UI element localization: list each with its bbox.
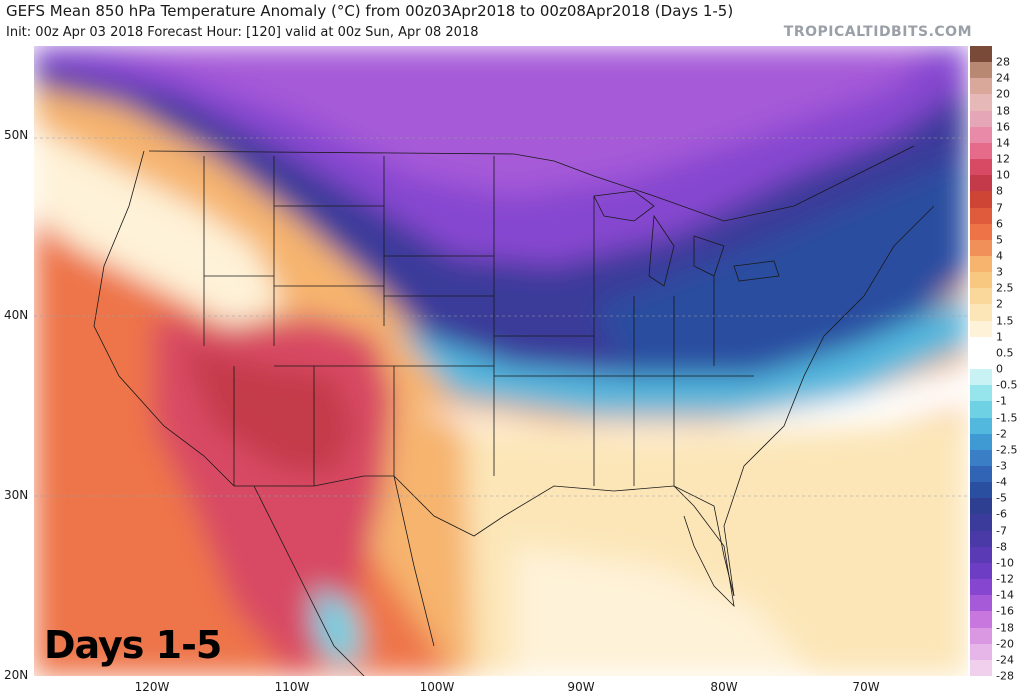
colorbar-label: -20 [996,637,1014,651]
colorbar-label: 28 [996,55,1010,69]
map-header: GEFS Mean 850 hPa Temperature Anomaly (°… [0,0,1024,46]
colorbar-label: 5 [996,233,1003,247]
colorbar-cell [970,142,992,160]
colorbar-label: 12 [996,152,1010,166]
colorbar [970,46,992,677]
colorbar-label: -18 [996,621,1014,635]
state-borders [93,145,935,676]
colorbar-cell [970,433,992,451]
anomaly-shading [34,46,968,676]
colorbar-label: 16 [996,120,1010,134]
colorbar-cell [970,207,992,225]
colorbar-cell [970,369,992,386]
colorbar-cell [970,256,992,273]
colorbar-cell [970,336,992,354]
anomaly-map [34,46,968,676]
lon-label-110w: 110W [274,680,310,694]
colorbar-cell [970,78,992,95]
colorbar-cell [970,94,992,112]
colorbar-label: -2 [996,427,1007,441]
colorbar-cell [970,288,992,305]
colorbar-cell [970,482,992,499]
lat-label-30n: 30N [4,488,29,502]
colorbar-label: -4 [996,475,1007,489]
colorbar-label: 0 [996,362,1003,376]
colorbar-label: 1 [996,330,1003,344]
colorbar-cell [970,320,992,338]
colorbar-label: 2.5 [996,281,1014,295]
colorbar-label: 8 [996,184,1003,198]
colorbar-label: -14 [996,588,1014,602]
colorbar-cell [970,466,992,483]
colorbar-cell [970,449,992,467]
colorbar-label: -6 [996,507,1007,521]
colorbar-cell [970,659,992,677]
colorbar-label: -7 [996,524,1007,538]
colorbar-label: 24 [996,71,1010,85]
colorbar-cell [970,304,992,322]
colorbar-label: 20 [996,87,1010,101]
colorbar-label: -16 [996,604,1014,618]
colorbar-label: -24 [996,653,1014,667]
colorbar-cell [970,385,992,402]
colorbar-cell [970,562,992,580]
colorbar-label: 0.5 [996,346,1014,360]
lon-label-100w: 100W [419,680,455,694]
colorbar-label: -2.5 [996,443,1018,457]
colorbar-label: -3 [996,459,1007,473]
colorbar-label: 3 [996,265,1003,279]
colorbar-label: -28 [996,669,1014,683]
days-overlay-label: Days 1-5 [44,623,222,667]
colorbar-cell [970,272,992,289]
colorbar-cell [970,352,992,370]
colorbar-cell [970,498,992,515]
colorbar-cell [970,191,992,209]
colorbar-cell [970,239,992,257]
lon-label-70w: 70W [852,680,880,694]
colorbar-label: 6 [996,217,1003,231]
map-title: GEFS Mean 850 hPa Temperature Anomaly (°… [6,2,734,20]
brand-watermark: TROPICALTIDBITS.COM [783,24,972,40]
map-graphic [34,46,968,676]
lat-label-50n: 50N [4,128,29,142]
colorbar-cell [970,579,992,596]
colorbar-cell [970,530,992,548]
colorbar-cell [970,46,992,63]
colorbar-label: -1.5 [996,411,1018,425]
colorbar-cell [970,595,992,612]
colorbar-cell [970,110,992,128]
colorbar-label: -1 [996,394,1007,408]
colorbar-cell [970,627,992,645]
colorbar-label: -5 [996,491,1007,505]
colorbar-cell [970,514,992,532]
colorbar-label: -8 [996,540,1007,554]
colorbar-cell [970,546,992,564]
colorbar-label: -0.5 [996,378,1018,392]
colorbar-cell [970,417,992,435]
colorbar-label: -10 [996,556,1014,570]
colorbar-cell [970,611,992,629]
colorbar-cell [970,643,992,661]
lon-label-90w: 90W [567,680,595,694]
colorbar-label: 1.5 [996,314,1014,328]
colorbar-cell [970,223,992,241]
lat-label-20n: 20N [4,668,29,682]
colorbar-label: 4 [996,249,1003,263]
colorbar-label: 10 [996,168,1010,182]
colorbar-label: 18 [996,104,1010,118]
lon-label-120w: 120W [134,680,170,694]
colorbar-label: -12 [996,572,1014,586]
map-subtitle: Init: 00z Apr 03 2018 Forecast Hour: [12… [6,25,479,40]
colorbar-cell [970,401,992,419]
colorbar-cell [970,159,992,176]
colorbar-cell [970,126,992,144]
colorbar-label: 14 [996,136,1010,150]
lat-label-40n: 40N [4,308,29,322]
lon-label-80w: 80W [710,680,738,694]
colorbar-cell [970,175,992,192]
colorbar-label: 2 [996,297,1003,311]
colorbar-label: 7 [996,201,1003,215]
colorbar-cell [970,62,992,79]
